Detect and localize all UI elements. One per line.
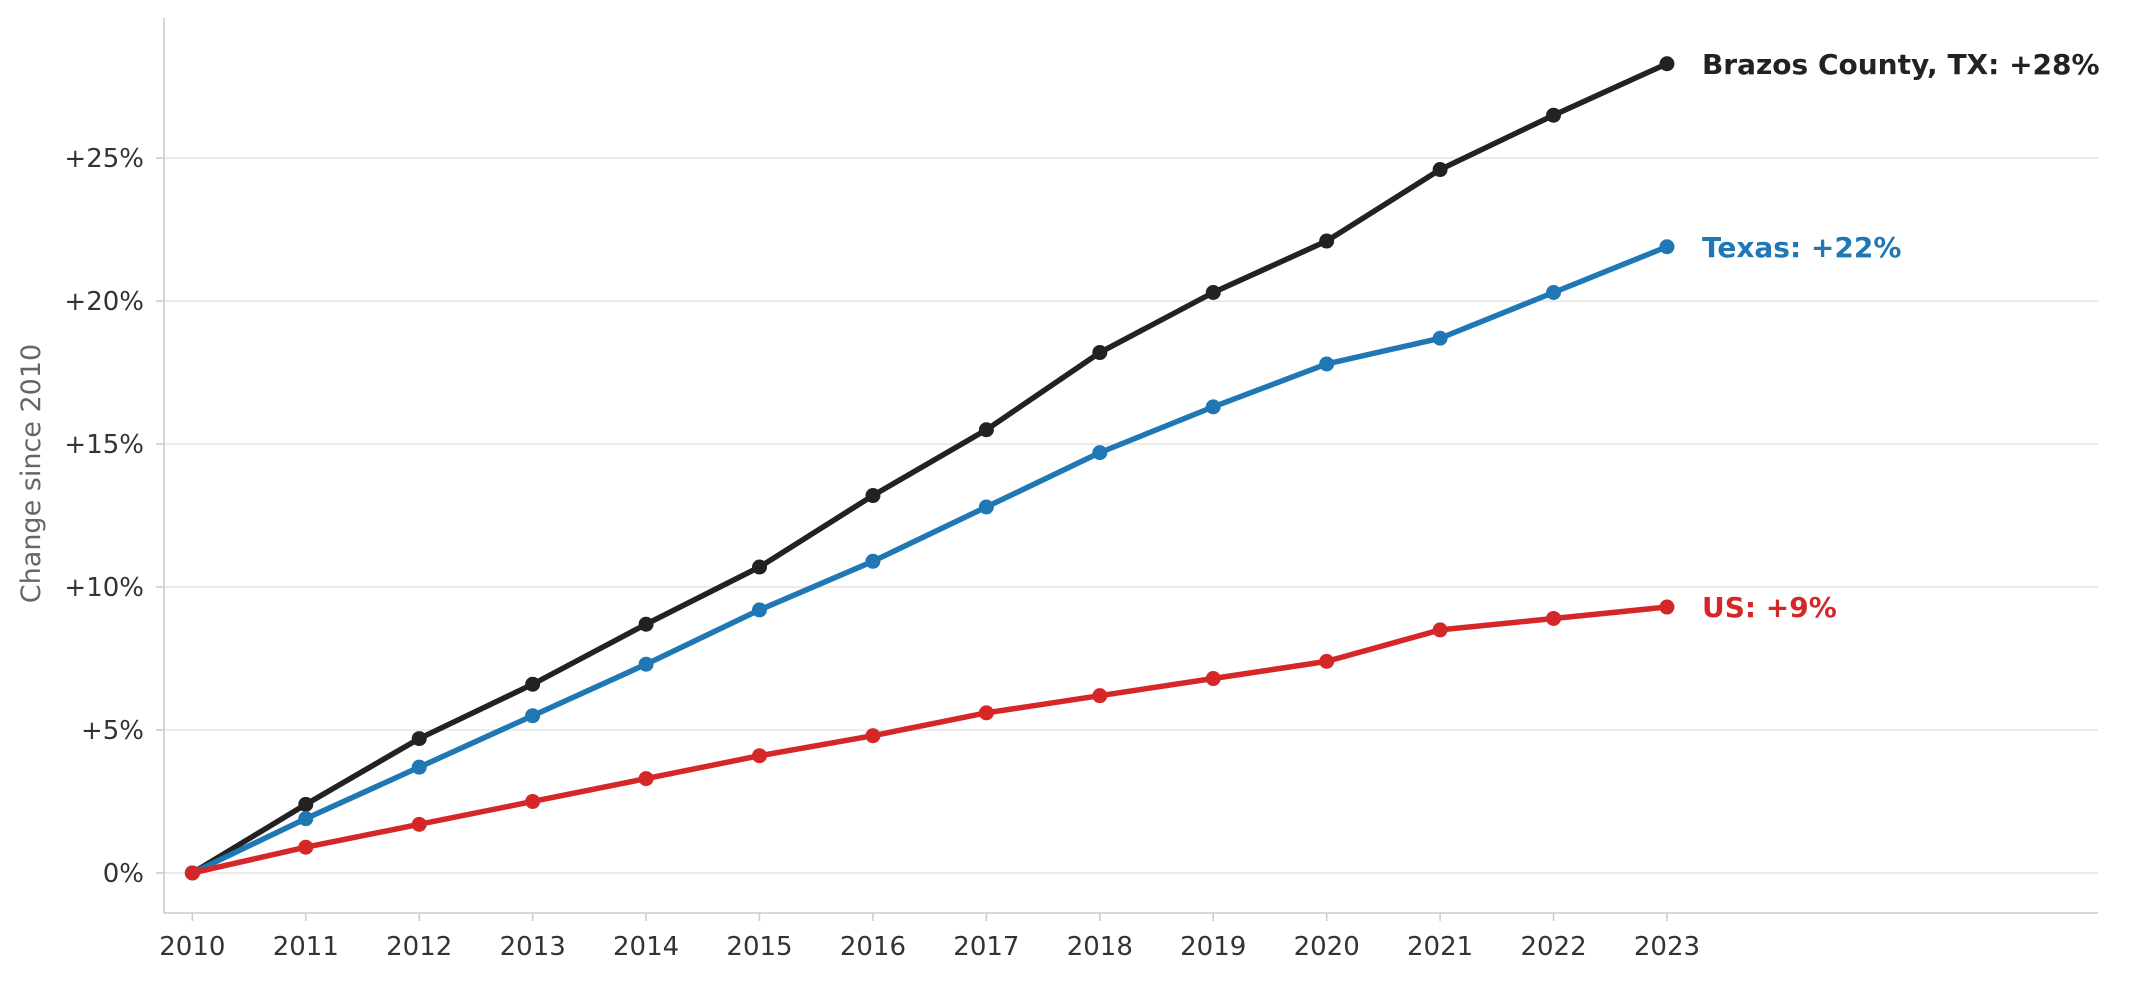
data-point-texas [638,656,654,672]
x-tick-label: 2011 [273,932,339,962]
x-tick-label: 2015 [726,932,792,962]
x-tick-label: 2019 [1180,932,1246,962]
data-point-brazos [1546,107,1562,123]
series-line-texas [189,244,1670,876]
y-tick-label: +10% [64,573,144,603]
data-point-brazos [1205,285,1221,301]
y-tick-label: +15% [64,430,144,460]
data-point-texas [411,759,427,775]
data-point-us [525,793,541,809]
series-lines [184,56,1675,881]
axes [163,18,2098,914]
y-tick-label: +5% [81,716,144,746]
x-tick-label: 2010 [159,932,225,962]
x-tick-label: 2018 [1067,932,1133,962]
data-point-texas [525,708,541,724]
series-texas [184,239,1675,881]
data-point-brazos [1092,345,1108,361]
x-tick-label: 2016 [840,932,906,962]
x-tick-label: 2021 [1407,932,1473,962]
data-point-brazos [525,676,541,692]
y-tick-label: +25% [64,144,144,174]
end-label-texas: Texas: +22% [1702,231,1901,264]
data-point-us [752,748,768,764]
x-tick-label: 2020 [1294,932,1360,962]
end-label-brazos: Brazos County, TX: +28% [1702,48,2100,81]
x-tick-label: 2012 [386,932,452,962]
data-point-us [1092,688,1108,704]
data-point-brazos [865,488,881,504]
data-point-texas [1205,399,1221,415]
data-point-us [1546,610,1562,626]
data-point-texas [865,553,881,569]
x-tick-label: 2023 [1634,932,1700,962]
series-end-labels: Brazos County, TX: +28% Texas: +22% US: +9… [1702,48,2100,624]
data-point-texas [1432,330,1448,346]
data-point-brazos [1319,233,1335,249]
x-tick-label: 2022 [1520,932,1586,962]
y-axis-label: Change since 2010 [16,344,47,603]
data-point-texas [1092,445,1108,461]
data-point-brazos [298,796,314,812]
data-point-us [411,816,427,832]
data-point-us [298,839,314,855]
data-point-texas [1319,356,1335,372]
x-axis-ticks: 2010 2011 2012 2013 2014 2015 2016 2017 2018 2019… [159,913,1700,962]
end-label-us: US: +9% [1702,591,1837,624]
x-tick-label: 2014 [613,932,679,962]
x-tick-label: 2017 [953,932,1019,962]
y-tick-label: 0% [103,859,144,889]
data-point-texas [978,499,994,515]
x-tick-label: 2013 [500,932,566,962]
data-point-texas [752,602,768,618]
data-point-us [1659,599,1675,615]
data-point-us [1319,653,1335,669]
data-point-brazos [638,616,654,632]
data-point-us [1205,671,1221,687]
data-point-texas [298,811,314,827]
data-point-brazos [411,731,427,747]
series-line-us [189,604,1670,876]
data-point-brazos [1659,56,1675,72]
data-point-texas [1659,239,1675,255]
gridlines [164,157,2098,874]
data-point-brazos [978,422,994,438]
data-point-us [1432,622,1448,638]
data-point-us [184,865,200,881]
data-point-brazos [1432,162,1448,178]
data-point-us [638,771,654,787]
data-point-us [865,728,881,744]
data-point-us [978,705,994,721]
y-tick-label: +20% [64,287,144,317]
data-point-texas [1546,285,1562,301]
series-line-brazos [189,61,1670,876]
series-brazos [184,56,1675,881]
series-us [184,599,1675,881]
y-axis-ticks: 0% +5% +10% +15% +20% +25% [64,144,164,889]
data-point-brazos [752,559,768,575]
